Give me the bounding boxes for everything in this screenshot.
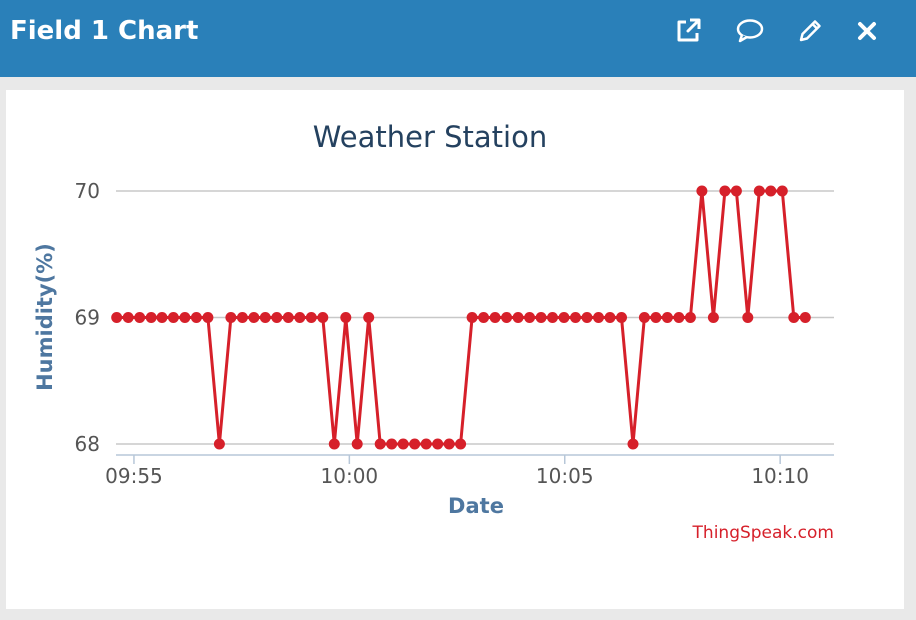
x-axis xyxy=(116,454,834,464)
data-point[interactable] xyxy=(122,312,134,323)
data-point[interactable] xyxy=(145,312,157,323)
data-point[interactable] xyxy=(616,312,627,323)
data-point[interactable] xyxy=(202,312,214,323)
data-point[interactable] xyxy=(111,312,123,323)
data-point[interactable] xyxy=(443,438,455,450)
data-point[interactable] xyxy=(501,312,513,323)
data-point[interactable] xyxy=(558,312,570,323)
comment-icon xyxy=(736,19,764,43)
chart-window-header: Field 1 Chart xyxy=(0,0,916,77)
y-tick-labels: 68 69 70 xyxy=(75,179,100,456)
data-point[interactable] xyxy=(363,312,375,323)
data-point[interactable] xyxy=(328,438,340,450)
edit-button[interactable] xyxy=(794,15,826,47)
data-point[interactable] xyxy=(455,438,467,450)
data-point[interactable] xyxy=(489,312,501,323)
data-point[interactable] xyxy=(259,312,271,323)
thingspeak-credit[interactable]: ThingSpeak.com xyxy=(692,523,834,543)
data-point[interactable] xyxy=(397,438,409,450)
close-button[interactable] xyxy=(851,15,883,47)
data-point[interactable] xyxy=(650,312,662,323)
humidity-series-points xyxy=(111,185,811,450)
data-point[interactable] xyxy=(409,438,421,450)
x-axis-label: Date xyxy=(448,494,504,518)
chart-title: Weather Station xyxy=(313,120,547,154)
data-point[interactable] xyxy=(638,312,650,323)
data-point[interactable] xyxy=(696,185,708,197)
data-point[interactable] xyxy=(788,312,800,323)
data-point[interactable] xyxy=(547,312,558,323)
data-point[interactable] xyxy=(213,438,225,450)
data-point[interactable] xyxy=(225,312,237,323)
data-point[interactable] xyxy=(799,312,811,323)
pencil-icon xyxy=(799,20,821,42)
data-point[interactable] xyxy=(719,185,731,197)
close-icon xyxy=(858,22,876,40)
data-point[interactable] xyxy=(730,185,742,197)
x-tick-label: 09:55 xyxy=(105,464,163,488)
data-point[interactable] xyxy=(661,312,673,323)
data-point[interactable] xyxy=(478,312,490,323)
data-point[interactable] xyxy=(190,312,202,323)
data-point[interactable] xyxy=(765,185,777,197)
data-point[interactable] xyxy=(581,312,593,323)
data-point[interactable] xyxy=(236,312,248,323)
data-point[interactable] xyxy=(673,312,685,323)
x-tick-label: 10:10 xyxy=(751,464,809,488)
data-point[interactable] xyxy=(570,312,581,323)
data-point[interactable] xyxy=(271,312,283,323)
x-tick-label: 10:00 xyxy=(321,464,379,488)
data-point[interactable] xyxy=(386,438,398,450)
data-point[interactable] xyxy=(282,312,294,323)
x-tick-label: 10:05 xyxy=(536,464,594,488)
data-point[interactable] xyxy=(179,312,191,323)
data-point[interactable] xyxy=(753,185,765,197)
data-point[interactable] xyxy=(351,438,363,450)
open-external-button[interactable] xyxy=(672,15,704,47)
data-point[interactable] xyxy=(707,312,719,323)
y-tick-label: 69 xyxy=(75,306,100,330)
data-point[interactable] xyxy=(776,185,788,197)
chart-panel: Weather Station 68 69 70 09:55 10:00 10:05 10… xyxy=(6,90,904,609)
x-tick-labels: 09:55 10:00 10:05 10:10 xyxy=(105,464,809,488)
data-point[interactable] xyxy=(134,312,146,323)
data-point[interactable] xyxy=(167,312,179,323)
data-point[interactable] xyxy=(305,312,317,323)
data-point[interactable] xyxy=(524,312,536,323)
external-link-icon xyxy=(677,18,701,42)
data-point[interactable] xyxy=(684,312,696,323)
window-title: Field 1 Chart xyxy=(10,16,199,46)
y-axis-label: Humidity(%) xyxy=(33,243,57,391)
data-point[interactable] xyxy=(742,312,754,323)
data-point[interactable] xyxy=(248,312,260,323)
data-point[interactable] xyxy=(317,312,329,323)
data-point[interactable] xyxy=(604,312,616,323)
y-tick-label: 70 xyxy=(75,179,100,203)
data-point[interactable] xyxy=(512,312,524,323)
humidity-chart: Weather Station 68 69 70 09:55 10:00 10:05 10… xyxy=(33,120,834,543)
data-point[interactable] xyxy=(593,312,604,323)
data-point[interactable] xyxy=(420,438,432,450)
data-point[interactable] xyxy=(294,312,306,323)
data-point[interactable] xyxy=(535,312,547,323)
y-tick-label: 68 xyxy=(75,432,100,456)
data-point[interactable] xyxy=(627,438,639,450)
data-point[interactable] xyxy=(374,438,386,450)
comment-button[interactable] xyxy=(734,15,766,47)
data-point[interactable] xyxy=(466,312,478,323)
data-point[interactable] xyxy=(156,312,168,323)
data-point[interactable] xyxy=(340,312,352,323)
data-point[interactable] xyxy=(432,438,444,450)
